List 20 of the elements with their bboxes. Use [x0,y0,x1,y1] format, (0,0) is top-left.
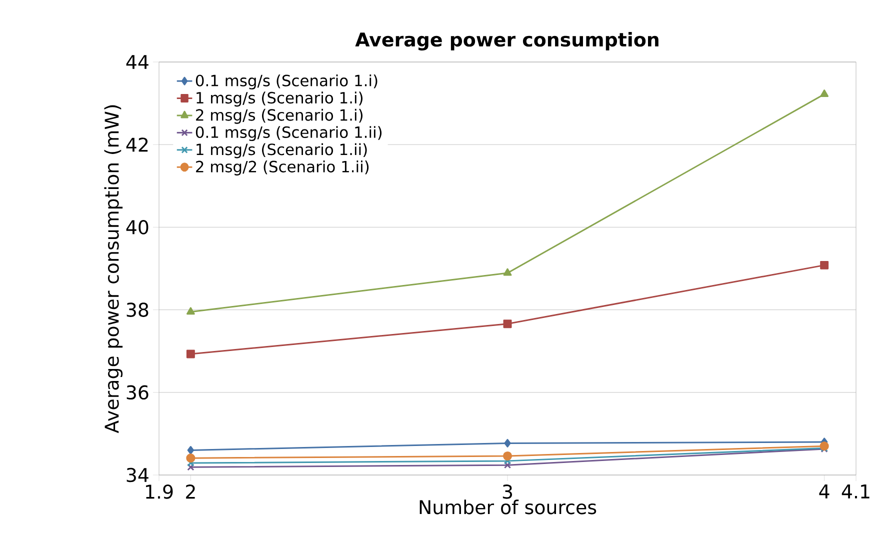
x-tick-label: 4.1 [842,484,870,498]
legend-label: 0.1 msg/s (Scenario 1.ii) [196,126,382,142]
x-axis-title: Number of sources [420,500,596,514]
y-tick-label: 38 [126,302,148,317]
legend-label: 2 msg/2 (Scenario 1.ii) [196,160,369,176]
x-tick-label: 1.9 [146,484,173,499]
x-tick-label: 4 [819,484,830,498]
x-tick-label: 2 [186,484,195,499]
y-tick-label: 44 [126,55,148,69]
legend-label: 1 msg/s (Scenario 1.ii) [196,143,367,158]
legend-label: 2 msg/s (Scenario 1.i) [196,108,362,124]
y-tick-label: 42 [126,138,148,152]
y-axis-title: Average power consumption (mW) [104,105,123,434]
y-tick-label: 40 [126,220,148,234]
legend-label: 0.1 msg/s (Scenario 1.i) [196,74,378,90]
x-tick-label: 3 [502,484,512,499]
y-tick-label: 36 [126,385,148,400]
legend-label: 1 msg/s (Scenario 1.i) [196,92,362,107]
y-tick-label: 34 [126,468,148,482]
chart-title: Average power consumption [355,32,658,50]
